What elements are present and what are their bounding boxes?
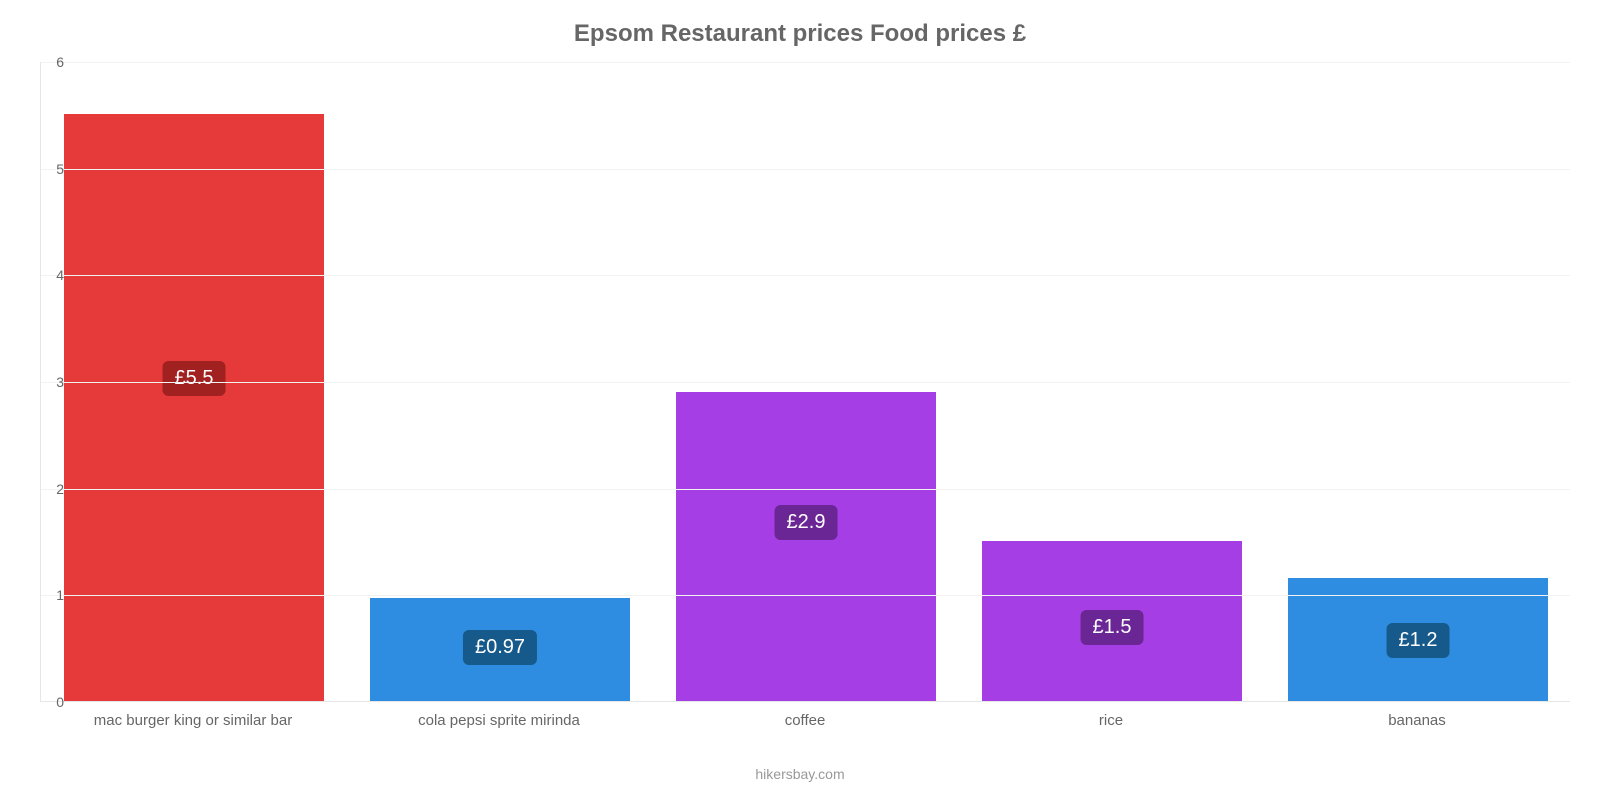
y-tick-label: 3: [34, 374, 64, 390]
bar: [64, 114, 324, 701]
value-label: £1.5: [1081, 610, 1144, 645]
gridline: [41, 489, 1570, 490]
value-label: £1.2: [1387, 623, 1450, 658]
plot-area: £5.5 £0.97 £2.9 £1.5 £1.2: [40, 62, 1570, 702]
x-tick-label: rice: [1099, 712, 1123, 729]
chart-title: Epsom Restaurant prices Food prices £: [0, 0, 1600, 48]
y-tick-label: 6: [34, 54, 64, 70]
gridline: [41, 275, 1570, 276]
x-tick-label: coffee: [785, 712, 826, 729]
y-tick-label: 5: [34, 161, 64, 177]
gridline: [41, 595, 1570, 596]
value-label: £5.5: [163, 361, 226, 396]
x-tick-label: mac burger king or similar bar: [94, 712, 292, 729]
x-tick-label: cola pepsi sprite mirinda: [418, 712, 580, 729]
attribution-text: hikersbay.com: [0, 766, 1600, 782]
y-tick-label: 0: [34, 694, 64, 710]
x-tick-label: bananas: [1388, 712, 1446, 729]
y-tick-label: 2: [34, 481, 64, 497]
bar: [676, 392, 936, 701]
gridline: [41, 169, 1570, 170]
value-label: £0.97: [463, 630, 537, 665]
y-tick-label: 4: [34, 267, 64, 283]
chart-area: £5.5 £0.97 £2.9 £1.5 £1.2: [40, 62, 1570, 702]
value-label: £2.9: [775, 505, 838, 540]
gridline: [41, 62, 1570, 63]
x-axis-labels: mac burger king or similar bar cola pepsi…: [40, 712, 1570, 752]
gridline: [41, 382, 1570, 383]
y-tick-label: 1: [34, 587, 64, 603]
